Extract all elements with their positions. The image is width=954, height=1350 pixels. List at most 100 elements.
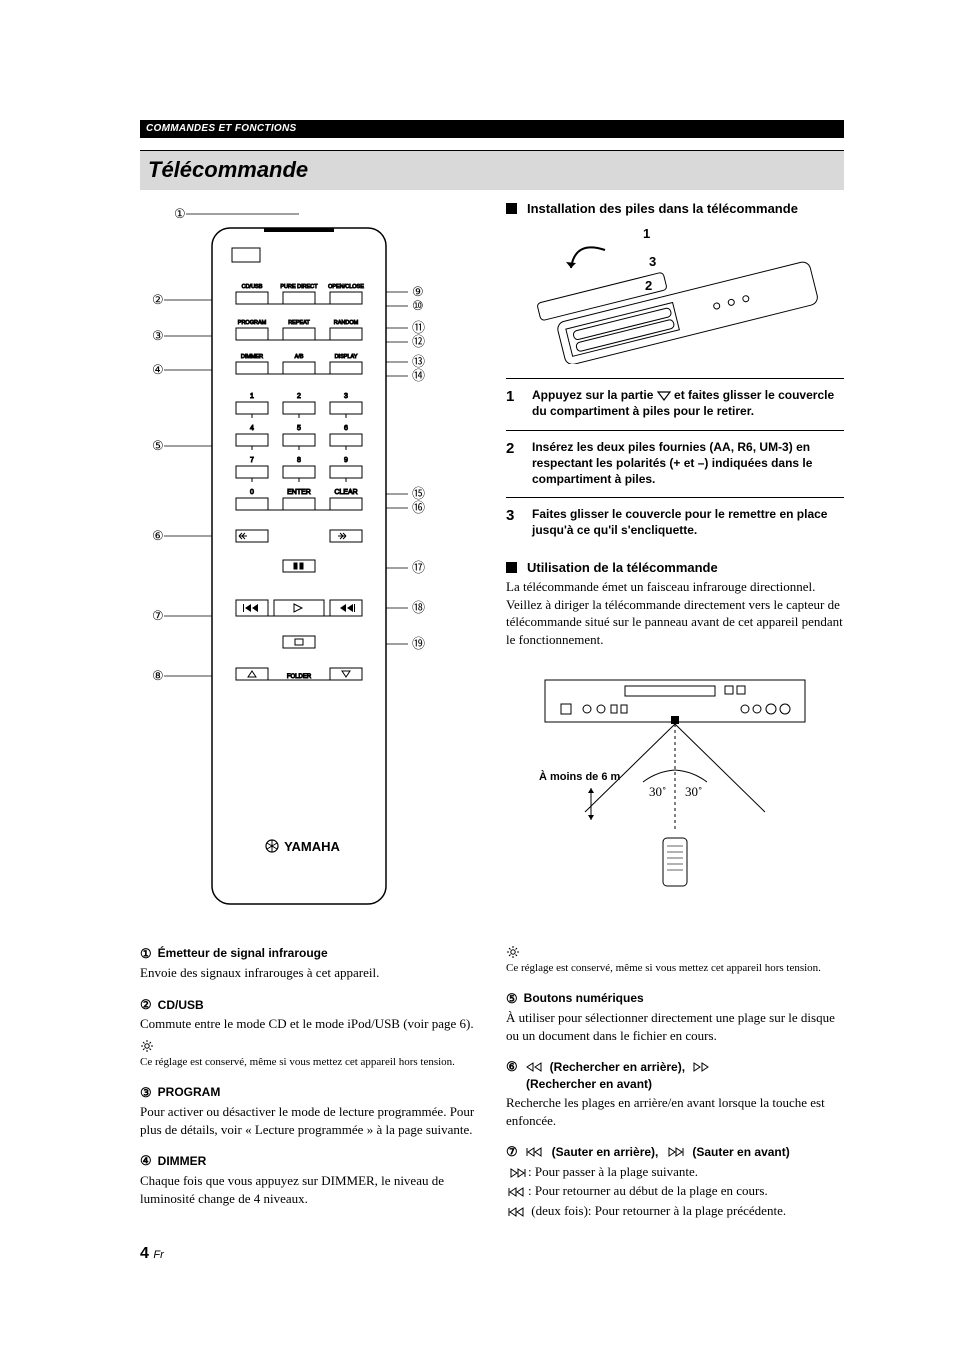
svg-text:⑨: ⑨	[412, 284, 424, 299]
search-back-icon	[524, 1062, 544, 1072]
svg-text:A/B: A/B	[295, 354, 304, 360]
svg-text:1: 1	[643, 226, 650, 241]
skip-back-icon	[506, 1187, 528, 1197]
svg-text:30˚: 30˚	[649, 784, 666, 799]
svg-text:DISPLAY: DISPLAY	[335, 354, 358, 360]
svg-text:DIMMER: DIMMER	[241, 354, 263, 360]
hint-icon	[140, 1039, 154, 1053]
svg-text:OPEN/CLOSE: OPEN/CLOSE	[328, 284, 364, 290]
main-columns: ① ② ③ ④ ⑤ ⑥ ⑦ ⑧ ⑨ ⑩ ⑪ ⑫ ⑬ ⑭	[140, 200, 844, 925]
svg-text:⑱: ⑱	[412, 600, 425, 615]
svg-text:2: 2	[297, 393, 301, 400]
svg-text:①: ①	[174, 206, 186, 221]
svg-text:③: ③	[152, 328, 164, 343]
item-5: ⑤Boutons numériques À utiliser pour séle…	[506, 990, 844, 1045]
triangle-down-icon	[657, 391, 671, 401]
battery-figure: 1 3 2	[506, 224, 844, 369]
svg-text:⑬: ⑬	[412, 354, 425, 369]
skip-back-icon	[524, 1147, 546, 1157]
page-footer: 4 Fr	[140, 1243, 844, 1265]
install-heading-text: Installation des piles dans la télécomma…	[527, 200, 798, 218]
item-4: ④DIMMER Chaque fois que vous appuyez sur…	[140, 1152, 478, 1207]
svg-text:⑦: ⑦	[152, 608, 164, 623]
svg-text:9: 9	[344, 457, 348, 464]
square-bullet-icon	[506, 562, 517, 573]
section-bar: COMMANDES ET FONCTIONS	[140, 120, 844, 138]
page-number: 4	[140, 1245, 149, 1262]
skip-fwd-icon	[506, 1168, 528, 1178]
svg-text:⑮: ⑮	[412, 486, 425, 501]
svg-text:FOLDER: FOLDER	[287, 674, 312, 680]
svg-text:⑥: ⑥	[152, 528, 164, 543]
step-3: 3 Faites glisser le couvercle pour le re…	[506, 497, 844, 548]
items-right: Ce réglage est conservé, même si vous me…	[506, 931, 844, 1220]
svg-text:ENTER: ENTER	[287, 489, 311, 496]
svg-text:4: 4	[250, 425, 254, 432]
svg-text:0: 0	[250, 489, 254, 496]
item-2: ②CD/USB Commute entre le mode CD et le m…	[140, 996, 478, 1070]
svg-text:6: 6	[344, 425, 348, 432]
svg-text:RANDOM: RANDOM	[334, 320, 359, 326]
svg-text:CD/USB: CD/USB	[242, 284, 263, 290]
use-heading: Utilisation de la télécommande	[506, 559, 844, 577]
item-7-line-2: : Pour retourner au début de la plage en…	[506, 1182, 844, 1200]
svg-text:⑯: ⑯	[412, 500, 425, 515]
step-text: Insérez les deux piles fournies (AA, R6,…	[532, 439, 844, 488]
use-heading-text: Utilisation de la télécommande	[527, 559, 718, 577]
step-num: 2	[506, 439, 520, 488]
svg-text:3: 3	[344, 393, 348, 400]
svg-text:⑪: ⑪	[412, 320, 425, 335]
svg-text:1: 1	[250, 393, 254, 400]
item-7-line-1: : Pour passer à la plage suivante.	[506, 1163, 844, 1181]
svg-text:②: ②	[152, 292, 164, 307]
skip-back-icon	[506, 1207, 528, 1217]
svg-text:7: 7	[250, 457, 254, 464]
svg-text:8: 8	[297, 457, 301, 464]
item-3: ③PROGRAM Pour activer ou désactiver le m…	[140, 1084, 478, 1139]
step-num: 1	[506, 387, 520, 419]
svg-text:CLEAR: CLEAR	[334, 489, 357, 496]
svg-text:⑰: ⑰	[412, 560, 425, 575]
skip-fwd-icon	[664, 1147, 686, 1157]
step-text: Faites glisser le couvercle pour le reme…	[532, 506, 844, 538]
hint-icon	[506, 945, 520, 959]
step-2: 2 Insérez les deux piles fournies (AA, R…	[506, 430, 844, 498]
svg-text:3: 3	[649, 254, 656, 269]
step-num: 3	[506, 506, 520, 538]
svg-text:2: 2	[645, 278, 652, 293]
svg-text:⑤: ⑤	[152, 438, 164, 453]
square-bullet-icon	[506, 203, 517, 214]
items-left: ①Émetteur de signal infrarouge Envoie de…	[140, 931, 478, 1220]
receiver-figure: 30˚ 30˚ À moins de 6 m	[506, 662, 844, 897]
svg-text:⑭: ⑭	[412, 368, 425, 383]
items-columns: ①Émetteur de signal infrarouge Envoie de…	[140, 931, 844, 1220]
svg-text:30˚: 30˚	[685, 784, 702, 799]
svg-text:À moins de 6 m: À moins de 6 m	[539, 770, 621, 783]
svg-text:YAMAHA: YAMAHA	[284, 839, 340, 854]
item-1: ①Émetteur de signal infrarouge Envoie de…	[140, 945, 478, 982]
svg-text:⑩: ⑩	[412, 298, 424, 313]
svg-text:PURE DIRECT: PURE DIRECT	[280, 284, 318, 290]
right-column: Installation des piles dans la télécomma…	[506, 200, 844, 925]
hint-icon-row	[506, 945, 844, 959]
search-fwd-icon	[691, 1062, 711, 1072]
step-1: 1 Appuyez sur la partie et faites glisse…	[506, 378, 844, 429]
svg-text:5: 5	[297, 425, 301, 432]
svg-text:PROGRAM: PROGRAM	[238, 320, 267, 326]
step-text: Appuyez sur la partie et faites glisser …	[532, 387, 844, 419]
svg-text:⑫: ⑫	[412, 334, 425, 349]
page-lang: Fr	[153, 1249, 163, 1261]
remote-figure: ① ② ③ ④ ⑤ ⑥ ⑦ ⑧ ⑨ ⑩ ⑪ ⑫ ⑬ ⑭	[140, 200, 478, 925]
install-heading: Installation des piles dans la télécomma…	[506, 200, 844, 218]
svg-text:REPEAT: REPEAT	[288, 320, 310, 326]
item-6: ⑥ (Rechercher en arrière), (Rechercher e…	[506, 1058, 844, 1129]
item-7: ⑦ (Sauter en arrière), (Sauter en avant)…	[506, 1143, 844, 1219]
svg-text:⑲: ⑲	[412, 636, 425, 651]
use-body: La télécommande émet un faisceau infraro…	[506, 578, 844, 648]
item-7-line-3: (deux fois): Pour retourner à la plage p…	[506, 1202, 844, 1220]
page-heading: Télécommande	[140, 150, 844, 191]
svg-text:④: ④	[152, 362, 164, 377]
hint-icon-row	[140, 1039, 478, 1053]
left-column: ① ② ③ ④ ⑤ ⑥ ⑦ ⑧ ⑨ ⑩ ⑪ ⑫ ⑬ ⑭	[140, 200, 478, 925]
svg-text:⑧: ⑧	[152, 668, 164, 683]
